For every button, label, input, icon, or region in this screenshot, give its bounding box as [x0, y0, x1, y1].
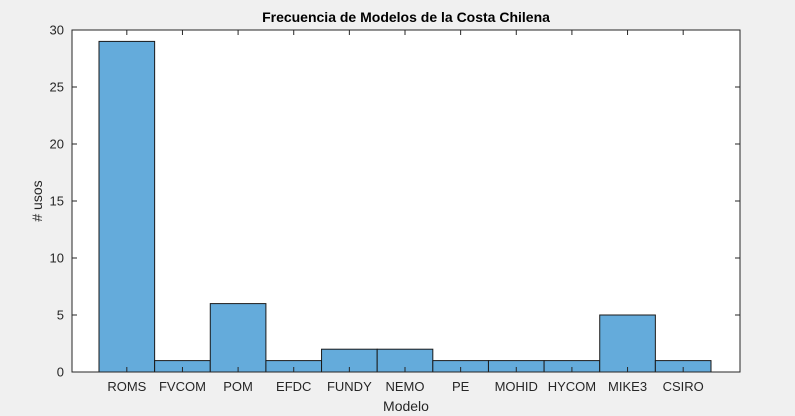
x-tick-label: HYCOM [548, 379, 596, 394]
x-tick-label: PE [452, 379, 470, 394]
y-tick-label: 0 [57, 365, 64, 380]
bar-roms [98, 40, 156, 373]
x-axis-ticks: ROMS FVCOM POM EFDC FUNDY NEMO PE MOHID HYCOM MIK… [107, 30, 704, 394]
x-tick-label: MIKE3 [608, 379, 647, 394]
x-tick-label: ROMS [107, 379, 146, 394]
bars-group [98, 40, 712, 373]
x-tick-label: CSIRO [663, 379, 704, 394]
bar-mike3 [599, 314, 656, 373]
y-axis-label: # usos [29, 180, 45, 221]
y-tick-label: 30 [50, 23, 64, 38]
y-tick-label: 20 [50, 137, 64, 152]
x-tick-label: NEMO [386, 379, 425, 394]
y-tick-label: 10 [50, 251, 64, 266]
y-tick-label: 5 [57, 308, 64, 323]
bar-pom [209, 303, 267, 373]
x-tick-label: MOHID [495, 379, 538, 394]
y-axis-ticks: 0 5 10 15 20 25 30 [50, 23, 740, 380]
y-tick-label: 25 [50, 80, 64, 95]
y-tick-label: 15 [50, 194, 64, 209]
x-tick-label: FUNDY [327, 379, 372, 394]
x-tick-label: POM [223, 379, 253, 394]
x-axis-label: Modelo [383, 398, 429, 414]
chart-title: Frecuencia de Modelos de la Costa Chilen… [262, 9, 550, 25]
x-tick-label: FVCOM [159, 379, 206, 394]
x-tick-label: EFDC [276, 379, 311, 394]
